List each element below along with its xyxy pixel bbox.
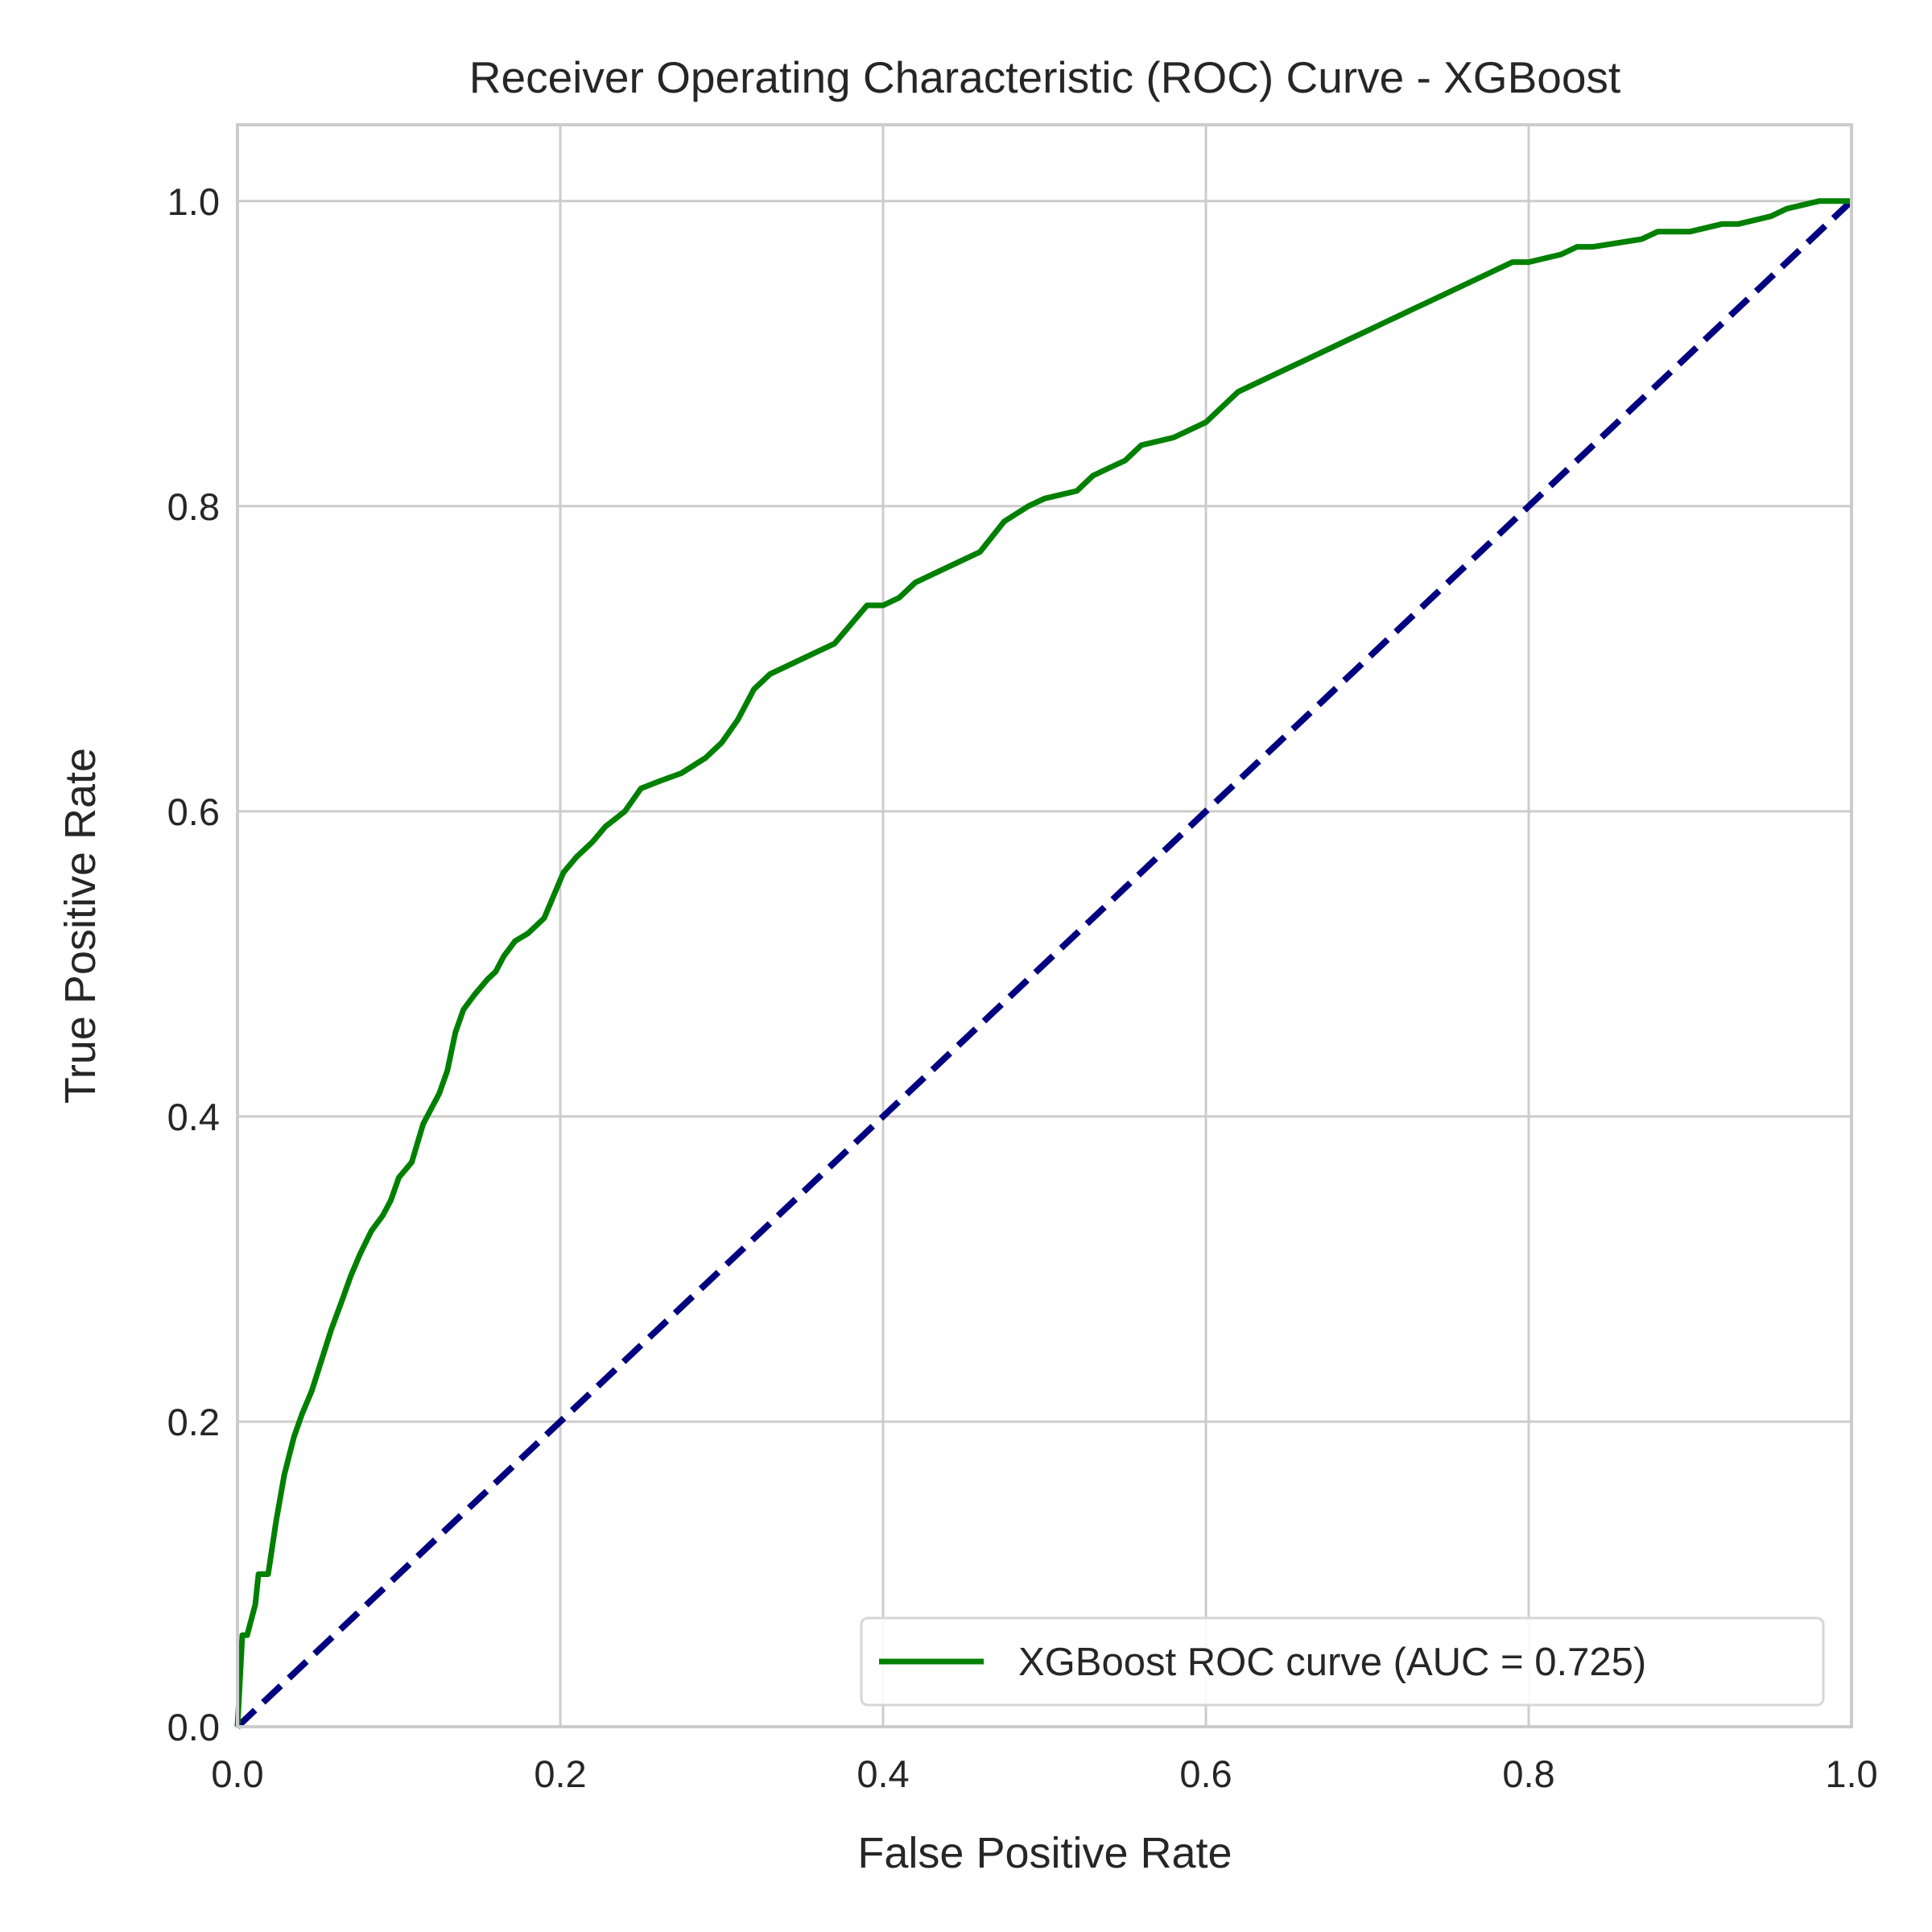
grid [237,125,1852,1727]
x-tick-label: 0.8 [1502,1752,1554,1795]
y-tick-label: 1.0 [167,180,220,223]
x-tick-label: 0.2 [534,1752,586,1795]
x-tick-label: 0.4 [857,1752,909,1795]
x-axis-label: False Positive Rate [857,1829,1232,1877]
chance-line [235,198,1854,1729]
x-tick-labels: 0.0 0.2 0.4 0.6 0.8 1.0 [211,1752,1877,1795]
y-tick-label: 0.8 [167,485,220,528]
legend: XGBoost ROC curve (AUC = 0.725) [860,1616,1825,1707]
y-tick-label: 0.4 [167,1096,220,1138]
plot-area [237,125,1852,1727]
chart-title: Receiver Operating Characteristic (ROC) … [469,52,1620,102]
x-tick-label: 0.6 [1179,1752,1232,1795]
y-tick-label: 0.2 [167,1401,220,1443]
x-tick-label: 1.0 [1825,1752,1877,1795]
legend-box [860,1616,1825,1707]
y-tick-label: 0.0 [167,1706,220,1748]
series-lines [234,198,1854,1729]
y-tick-labels: 0.0 0.2 0.4 0.6 0.8 1.0 [167,180,220,1748]
plot-frame [236,123,1853,1728]
x-tick-label: 0.0 [211,1752,263,1795]
legend-label: XGBoost ROC curve (AUC = 0.725) [1018,1641,1646,1684]
y-tick-label: 0.6 [167,791,220,833]
y-axis-label: True Positive Rate [56,748,105,1104]
roc-curve-line [234,198,1852,1728]
